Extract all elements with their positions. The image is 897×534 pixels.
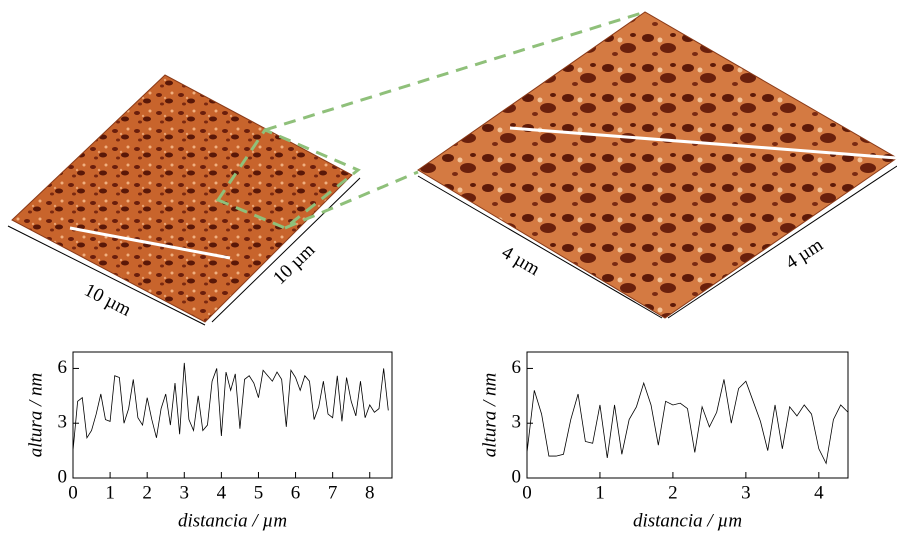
- afm-image-right: 4 µm 4 µm: [417, 11, 897, 319]
- y-axis-label: altura / nm: [479, 373, 500, 457]
- x-tick-label: 1: [105, 482, 115, 503]
- x-tick-label: 0: [522, 482, 532, 503]
- x-tick-label: 6: [291, 482, 301, 503]
- x-axis-label: distancia / µm: [633, 510, 742, 531]
- y-tick-label: 3: [512, 412, 522, 433]
- x-tick-label: 7: [328, 482, 338, 503]
- x-tick-label: 5: [254, 482, 264, 503]
- x-tick-label: 4: [814, 482, 824, 503]
- x-tick-label: 4: [217, 482, 227, 503]
- dimension-label: 4 µm: [498, 242, 543, 280]
- x-tick-label: 2: [142, 482, 152, 503]
- profile-line: [72, 362, 389, 451]
- x-tick-label: 2: [668, 482, 678, 503]
- plot-frame: [526, 351, 849, 479]
- x-tick-label: 1: [595, 482, 605, 503]
- x-axis-label: distancia / µm: [178, 510, 287, 531]
- y-tick-label: 6: [512, 357, 522, 378]
- plot-frame: [72, 351, 393, 479]
- x-tick-label: 3: [180, 482, 190, 503]
- profile-line: [526, 379, 849, 465]
- x-tick-label: 8: [365, 482, 375, 503]
- y-tick-label: 3: [58, 412, 68, 433]
- zoom-lines: [264, 10, 646, 230]
- y-axis-label: altura / nm: [25, 373, 46, 457]
- y-tick-label: 0: [512, 466, 522, 487]
- x-tick-label: 0: [68, 482, 78, 503]
- afm-image-left: 10 µm 10 µm: [7, 74, 361, 326]
- x-tick-label: 3: [741, 482, 751, 503]
- dimension-label: 4 µm: [782, 234, 827, 274]
- y-tick-label: 0: [58, 466, 68, 487]
- y-tick-label: 6: [58, 357, 68, 378]
